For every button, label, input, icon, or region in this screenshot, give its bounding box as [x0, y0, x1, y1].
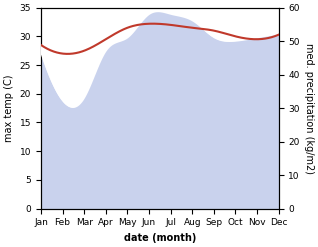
- Y-axis label: med. precipitation (kg/m2): med. precipitation (kg/m2): [304, 43, 314, 174]
- X-axis label: date (month): date (month): [124, 233, 196, 243]
- Y-axis label: max temp (C): max temp (C): [4, 74, 14, 142]
